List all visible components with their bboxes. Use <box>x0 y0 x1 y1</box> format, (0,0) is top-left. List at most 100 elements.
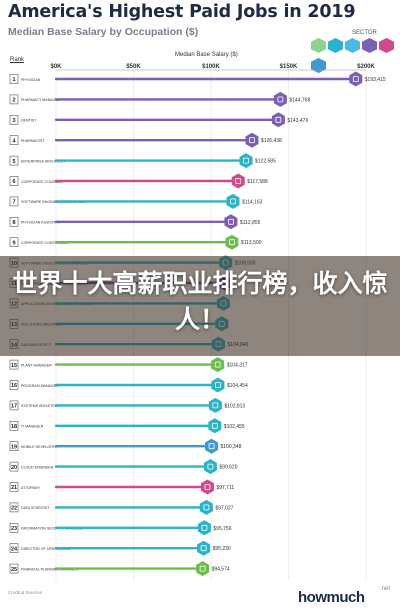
occupation-icon <box>201 524 208 531</box>
value-label: $144,768 <box>289 97 310 103</box>
sector-swatch <box>328 38 343 53</box>
occupation-icon <box>203 504 210 511</box>
occupation-icon <box>214 361 221 368</box>
bar-end-icon <box>203 459 217 475</box>
value-label: $114,163 <box>242 199 263 205</box>
sector-swatch <box>311 38 326 53</box>
bar-end-icon <box>224 214 238 230</box>
rank-number: 4 <box>12 138 16 144</box>
overlay-banner <box>0 256 400 356</box>
occupation-icon <box>199 565 206 572</box>
occupation-icon <box>211 422 218 429</box>
occupation-label: ENTERPRISE ARCHITECT <box>21 159 66 163</box>
bar-end-icon <box>239 153 253 169</box>
occupation-label: FINANCIAL PLANNING MANAGER <box>21 567 79 571</box>
occupation-label: CORPORATE COUNSEL <box>21 180 62 184</box>
occupation-label: CORPORATE CONTROLLER <box>21 241 69 245</box>
rank-box <box>9 196 19 207</box>
bar-end-icon <box>208 418 222 434</box>
sector-swatch <box>379 38 394 53</box>
rank-number: 8 <box>12 220 15 226</box>
occupation-icon <box>243 157 249 164</box>
chart-title: America's Highest Paid Jobs in 2019 <box>8 2 356 22</box>
occupation-icon <box>212 402 219 409</box>
rank-box <box>9 94 19 105</box>
footer-note: Credit & Sources <box>8 590 43 595</box>
rank-box <box>9 135 19 145</box>
bar-end-icon <box>349 71 363 87</box>
value-label: $143,476 <box>287 118 308 124</box>
x-tick-label: $200K <box>357 64 375 70</box>
x-tick-label: $50K <box>126 64 141 70</box>
occupation-label: DIRECTOR OF OPERATIONS <box>21 547 71 551</box>
rank-box <box>9 441 19 452</box>
occupation-icon <box>249 137 255 144</box>
chart-subtitle: Median Base Salary by Occupation ($) <box>8 26 199 38</box>
rank-number: 24 <box>11 546 18 552</box>
occupation-icon <box>277 96 284 103</box>
sector-legend <box>310 38 395 78</box>
bar-end-icon <box>273 91 287 107</box>
rank-box <box>9 563 19 574</box>
bar-end-icon <box>211 377 225 393</box>
brand-logo: howmuch <box>298 589 365 606</box>
sector-swatch <box>362 38 377 53</box>
bar-end-icon <box>197 520 211 536</box>
bar-end-icon <box>226 193 240 209</box>
rank-box <box>9 482 19 492</box>
bar-end-icon <box>205 438 219 454</box>
legend-title: SECTOR <box>352 30 377 36</box>
brand-suffix: .net <box>380 586 391 592</box>
bar-end-icon <box>197 540 211 556</box>
rank-number: 3 <box>12 118 15 124</box>
occupation-icon <box>275 116 282 123</box>
rank-number: 20 <box>11 465 17 471</box>
bar-end-icon <box>211 357 225 373</box>
rank-box <box>9 380 19 390</box>
value-label: $97,027 <box>215 505 233 511</box>
rank-header: Rank <box>10 57 25 63</box>
occupation-label: MOBILE DEVELOPER <box>21 445 58 449</box>
rank-box <box>9 155 19 166</box>
occupation-label: SOFTWARE ENGINEERING MANAGER <box>21 200 87 204</box>
value-label: $193,415 <box>365 77 386 83</box>
rank-number: 9 <box>12 240 15 246</box>
occupation-icon <box>229 239 235 246</box>
occupation-label: INFORMATION SECURITY ENGINEER <box>21 527 85 531</box>
x-axis-title: Median Base Salary ($) <box>175 52 238 58</box>
occupation-label: SYSTEMS ARCHITECT <box>21 404 60 408</box>
occupation-icon <box>215 382 221 388</box>
rank-box <box>9 400 19 411</box>
rank-box <box>9 502 19 513</box>
value-label: $117,588 <box>247 179 268 185</box>
value-label: $97,711 <box>216 485 234 491</box>
occupation-icon <box>207 463 214 470</box>
rank-number: 7 <box>12 200 15 206</box>
rank-number: 22 <box>11 506 17 512</box>
rank-number: 2 <box>12 98 15 104</box>
occupation-icon <box>352 76 359 82</box>
rank-number: 21 <box>11 485 17 491</box>
bar-end-icon <box>245 132 259 148</box>
occupation-label: DENTIST <box>21 119 37 123</box>
occupation-icon <box>208 443 215 450</box>
rank-box <box>9 74 19 84</box>
rank-number: 17 <box>11 404 17 410</box>
rank-box <box>9 522 19 533</box>
value-label: $102,455 <box>224 424 245 430</box>
rank-box <box>9 359 19 370</box>
value-label: $95,230 <box>213 546 231 552</box>
occupation-icon <box>230 198 236 205</box>
value-label: $104,454 <box>227 383 248 389</box>
value-label: $102,813 <box>224 403 245 409</box>
value-label: $100,348 <box>221 444 242 450</box>
x-tick-label: $0K <box>50 64 62 70</box>
occupation-label: PHARMACIST <box>21 139 45 143</box>
bar-end-icon <box>199 499 213 515</box>
sector-swatch <box>311 58 326 73</box>
rank-number: 5 <box>12 159 15 165</box>
rank-box <box>9 461 19 472</box>
bar-end-icon <box>200 479 214 495</box>
rank-number: 18 <box>11 424 17 430</box>
bar-end-icon <box>208 397 222 413</box>
